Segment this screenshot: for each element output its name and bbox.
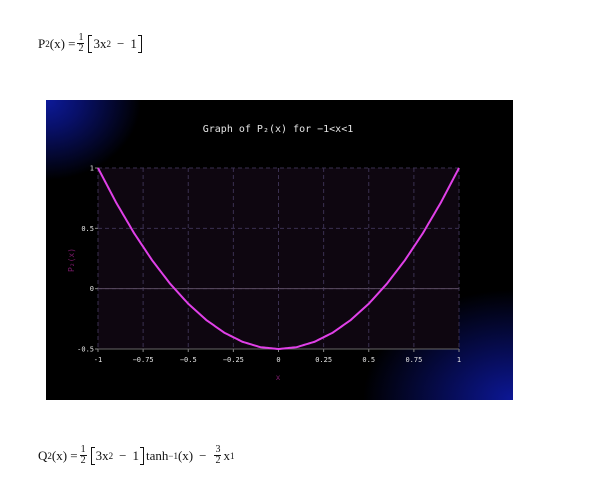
fraction-2: 3 2 — [214, 444, 222, 466]
x-tick-label: −0.75 — [133, 356, 154, 364]
formula-lhs: P — [38, 35, 46, 51]
formula-lhs: Q — [38, 447, 48, 463]
formula-lhs-subscript: 2 — [45, 38, 50, 49]
y-tick-labels: -0.5 0 0.5 1 — [77, 165, 94, 354]
y-tick-label: 1 — [90, 165, 94, 173]
x-tick-labels: -1 −0.75 −0.5 −0.25 0 0.25 0.5 0.75 1 — [94, 356, 461, 364]
x-tick-label: -1 — [94, 356, 102, 364]
term-1: 1 — [130, 35, 137, 51]
p2-chart: -1 −0.75 −0.5 −0.25 0 0.25 0.5 0.75 1 -0.500.51 … — [67, 124, 461, 382]
term-3x: 3x — [95, 447, 109, 463]
fraction: 1 2 — [79, 444, 87, 466]
x-tick-label: −0.25 — [223, 356, 244, 364]
term-3x: 3x — [93, 35, 107, 51]
y-tick-label: -0.5 — [77, 346, 94, 354]
x-tick-label: 0.25 — [315, 356, 332, 364]
fraction-2-numerator: 3 — [214, 444, 222, 456]
minus-sign: − — [119, 447, 127, 463]
y-axis-label: P₂(x) — [67, 248, 76, 272]
y-tick-label: 0 — [90, 285, 94, 293]
x-tick-label: −0.5 — [180, 356, 197, 364]
fraction-numerator: 1 — [79, 444, 87, 456]
minus-sign: − — [116, 35, 125, 51]
x-tick-label: 1 — [457, 356, 461, 364]
tanh-function: tanh — [145, 447, 169, 463]
tanh-argument: (x) — [177, 447, 194, 463]
grid — [97, 167, 460, 350]
term-x: x — [223, 447, 230, 463]
fraction: 1 2 — [77, 32, 85, 54]
term-x-exponent: 1 — [229, 450, 235, 461]
term-1: 1 — [132, 447, 139, 463]
y-tick-label: 0.5 — [81, 225, 94, 233]
left-bracket — [90, 446, 95, 465]
formula-p2: P 2 (x) = 1 2 3x 2 − 1 — [38, 33, 144, 54]
x-tick-label: 0.5 — [362, 356, 375, 364]
fraction-denominator: 2 — [80, 455, 86, 466]
term-exponent: 2 — [108, 450, 114, 461]
tanh-exponent: −1 — [168, 450, 178, 461]
fraction-numerator: 1 — [77, 32, 85, 44]
term-exponent: 2 — [106, 38, 111, 49]
right-bracket — [137, 34, 142, 53]
x-tick-label: 0 — [276, 356, 280, 364]
minus-sign-2: − — [199, 447, 207, 463]
chart-panel: -1 −0.75 −0.5 −0.25 0 0.25 0.5 0.75 1 -0.5 0 0.5 1 … — [46, 100, 513, 400]
fraction-2-denominator: 2 — [215, 455, 221, 466]
formula-lhs-subscript: 2 — [47, 450, 52, 461]
right-bracket — [139, 446, 144, 465]
formula-arg: (x) = — [51, 447, 78, 463]
chart-title: Graph of P₂(x) for −1<x<1 — [203, 124, 354, 135]
fraction-denominator: 2 — [78, 43, 84, 54]
left-bracket — [88, 34, 93, 53]
x-tick-label: 0.75 — [405, 356, 422, 364]
formula-arg: (x) = — [49, 35, 76, 51]
x-axis-label: x — [276, 373, 281, 382]
p2-curve — [97, 167, 460, 351]
